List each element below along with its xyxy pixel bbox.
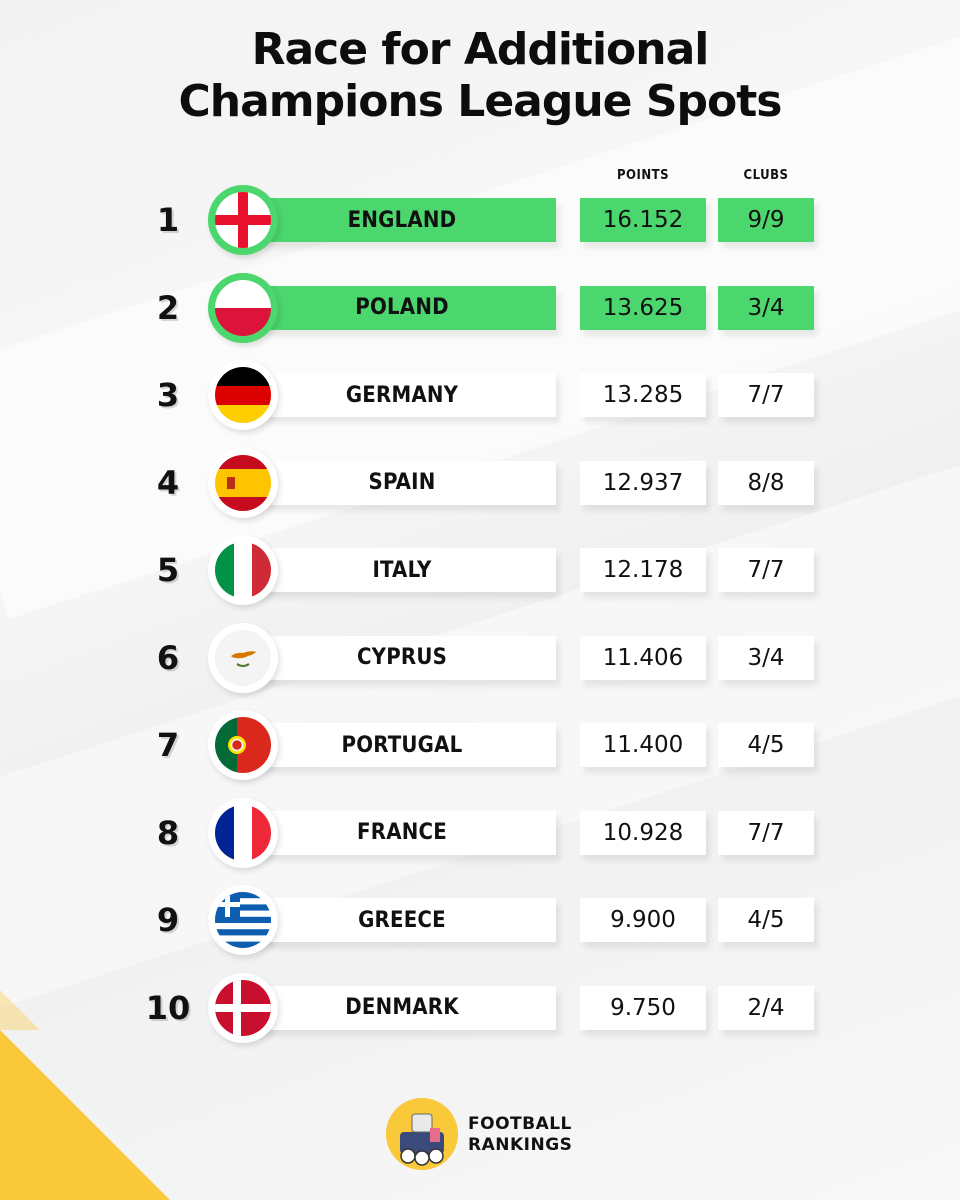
title-line-1: Race for Additional bbox=[251, 24, 710, 75]
title-line-2: Champions League Spots bbox=[178, 76, 783, 127]
country-name: POLAND bbox=[248, 285, 556, 330]
corner-accent bbox=[0, 990, 40, 1030]
portugal-flag-icon bbox=[208, 710, 278, 780]
clubs-value: 7/7 bbox=[718, 548, 814, 592]
country-name: SPAIN bbox=[248, 460, 556, 505]
country-name: DENMARK bbox=[248, 985, 556, 1030]
points-value: 13.625 bbox=[580, 285, 706, 330]
table-row: 7 PORTUGAL 11.400 4/5 bbox=[0, 710, 960, 780]
clubs-value: 7/7 bbox=[718, 810, 814, 855]
points-value: 12.178 bbox=[580, 548, 706, 592]
points-value: 16.152 bbox=[580, 198, 706, 242]
denmark-flag-icon bbox=[208, 972, 278, 1043]
country-name: GERMANY bbox=[248, 373, 556, 417]
rank-number: 10 bbox=[145, 988, 191, 1027]
rank-number: 6 bbox=[156, 638, 180, 677]
country-name: PORTUGAL bbox=[248, 723, 556, 767]
country-name: ITALY bbox=[248, 548, 556, 592]
points-column-header: POINTS bbox=[616, 168, 670, 183]
clubs-value: 4/5 bbox=[718, 898, 814, 942]
clubs-value: 9/9 bbox=[718, 198, 814, 242]
table-row: 10 DENMARK 9.750 2/4 bbox=[0, 972, 960, 1043]
brand-line-2: RANKINGS bbox=[468, 1135, 573, 1155]
table-row: 6 CYPRUS 11.406 3/4 bbox=[0, 622, 960, 693]
cyprus-flag-icon bbox=[208, 622, 278, 693]
country-name: FRANCE bbox=[248, 810, 556, 855]
points-value: 9.750 bbox=[580, 985, 706, 1030]
brand-footer: FOOTBALL RANKINGS bbox=[386, 1098, 586, 1172]
rank-number: 7 bbox=[156, 726, 180, 764]
rank-number: 2 bbox=[156, 288, 180, 327]
greece-flag-icon bbox=[208, 885, 278, 955]
points-value: 11.406 bbox=[580, 635, 706, 680]
table-row: 2 POLAND 13.625 3/4 bbox=[0, 272, 960, 343]
clubs-value: 3/4 bbox=[718, 635, 814, 680]
clubs-column-header: CLUBS bbox=[743, 168, 789, 183]
points-value: 9.900 bbox=[580, 898, 706, 942]
clubs-value: 2/4 bbox=[718, 985, 814, 1030]
italy-flag-icon bbox=[208, 535, 278, 605]
spain-flag-icon bbox=[208, 447, 278, 518]
clubs-value: 7/7 bbox=[718, 373, 814, 417]
country-name: CYPRUS bbox=[248, 635, 556, 680]
points-value: 11.400 bbox=[580, 723, 706, 767]
rank-number: 5 bbox=[156, 551, 180, 589]
table-row: 1 ENGLAND 16.152 9/9 bbox=[0, 185, 960, 255]
clubs-value: 3/4 bbox=[718, 285, 814, 330]
rank-number: 8 bbox=[156, 813, 180, 852]
france-flag-icon bbox=[208, 797, 278, 868]
points-value: 12.937 bbox=[580, 460, 706, 505]
table-row: 8 FRANCE 10.928 7/7 bbox=[0, 797, 960, 868]
poland-flag-icon bbox=[208, 272, 278, 343]
brand-name: FOOTBALL RANKINGS bbox=[468, 1114, 572, 1156]
football-rankings-logo-icon bbox=[386, 1098, 458, 1170]
page-title: Race for Additional Champions League Spo… bbox=[0, 24, 960, 128]
clubs-value: 8/8 bbox=[718, 460, 814, 505]
clubs-value: 4/5 bbox=[718, 723, 814, 767]
points-value: 10.928 bbox=[580, 810, 706, 855]
rank-number: 1 bbox=[156, 201, 180, 239]
corner-accent bbox=[0, 1030, 170, 1200]
table-row: 9 GREECE 9.900 4/5 bbox=[0, 885, 960, 955]
brand-line-1: FOOTBALL bbox=[468, 1114, 572, 1134]
country-name: GREECE bbox=[248, 898, 556, 942]
table-row: 5 ITALY 12.178 7/7 bbox=[0, 535, 960, 605]
table-row: 4 SPAIN 12.937 8/8 bbox=[0, 447, 960, 518]
england-flag-icon bbox=[208, 185, 278, 255]
table-row: 3 GERMANY 13.285 7/7 bbox=[0, 360, 960, 430]
rank-number: 4 bbox=[156, 463, 180, 502]
rank-number: 9 bbox=[156, 901, 180, 939]
rank-number: 3 bbox=[156, 376, 180, 414]
country-name: ENGLAND bbox=[248, 198, 556, 242]
germany-flag-icon bbox=[208, 360, 278, 430]
points-value: 13.285 bbox=[580, 373, 706, 417]
